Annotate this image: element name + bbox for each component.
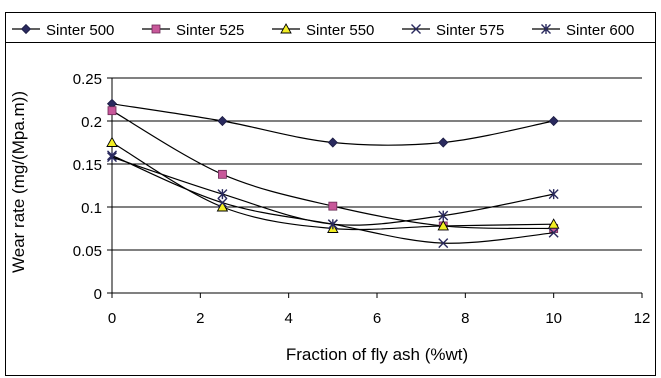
series-line-5 xyxy=(111,156,554,226)
x-tick-label-4: 8 xyxy=(461,310,469,327)
legend-marker-3 xyxy=(280,23,292,34)
series-1-point-5 xyxy=(548,115,559,127)
series-5-point-3 xyxy=(327,219,338,230)
y-tick-label-3: 0.15 xyxy=(73,157,102,174)
y-axis-title: Wear rate (mg/(Mpa.m)) xyxy=(9,91,28,273)
legend-label-5: Sinter 600 xyxy=(566,22,634,39)
legend-label-1: Sinter 500 xyxy=(46,22,114,39)
series-5-point-4 xyxy=(438,210,449,221)
legend-marker-5 xyxy=(541,24,551,34)
legend-label-3: Sinter 550 xyxy=(306,22,374,39)
series-line-2 xyxy=(111,110,554,230)
chart-frame xyxy=(5,12,656,376)
series-3-point-4 xyxy=(437,219,450,231)
series-4-point-5 xyxy=(548,227,559,238)
x-axis-title: Fraction of fly ash (%wt) xyxy=(286,345,468,364)
legend-marker-1 xyxy=(20,23,32,35)
y-tick-label-2: 0.1 xyxy=(81,200,102,217)
y-tick-label-5: 0.25 xyxy=(73,71,102,88)
series-3-point-2 xyxy=(216,201,229,212)
series-4-point-2 xyxy=(217,197,228,208)
x-tick-label-5: 10 xyxy=(545,310,562,327)
series-2-point-3 xyxy=(328,201,338,211)
series-2-point-1 xyxy=(107,106,117,116)
y-tick-label-0: 0 xyxy=(94,286,102,303)
legend-marker-4 xyxy=(411,24,421,34)
x-tick-label-0: 0 xyxy=(108,310,116,327)
y-tick-label-4: 0.2 xyxy=(81,114,102,131)
x-tick-label-1: 2 xyxy=(196,310,204,327)
series-1-point-4 xyxy=(438,137,449,148)
series-1-point-3 xyxy=(327,137,338,148)
x-tick-label-6: 12 xyxy=(634,310,651,327)
series-2-point-2 xyxy=(218,169,227,179)
y-tick-label-1: 0.05 xyxy=(73,243,102,260)
legend-label-2: Sinter 525 xyxy=(176,22,244,39)
legend-label-4: Sinter 575 xyxy=(436,22,504,39)
series-5-point-1 xyxy=(107,152,117,163)
legend: Sinter 500 Sinter 525 Sinter 550 Sinter 575… xyxy=(6,13,655,43)
series-1-point-2 xyxy=(217,115,228,127)
series-3-point-1 xyxy=(106,136,118,147)
series-5-point-2 xyxy=(217,189,228,200)
series-3-point-5 xyxy=(547,218,560,229)
series-5-point-5 xyxy=(548,189,559,200)
x-tick-label-3: 6 xyxy=(373,310,381,327)
legend-svg: Sinter 500 Sinter 525 Sinter 550 Sinter 575… xyxy=(12,22,634,39)
series-4-point-4 xyxy=(438,238,449,249)
legend-marker-2 xyxy=(151,24,161,34)
x-tick-label-2: 4 xyxy=(284,310,292,327)
